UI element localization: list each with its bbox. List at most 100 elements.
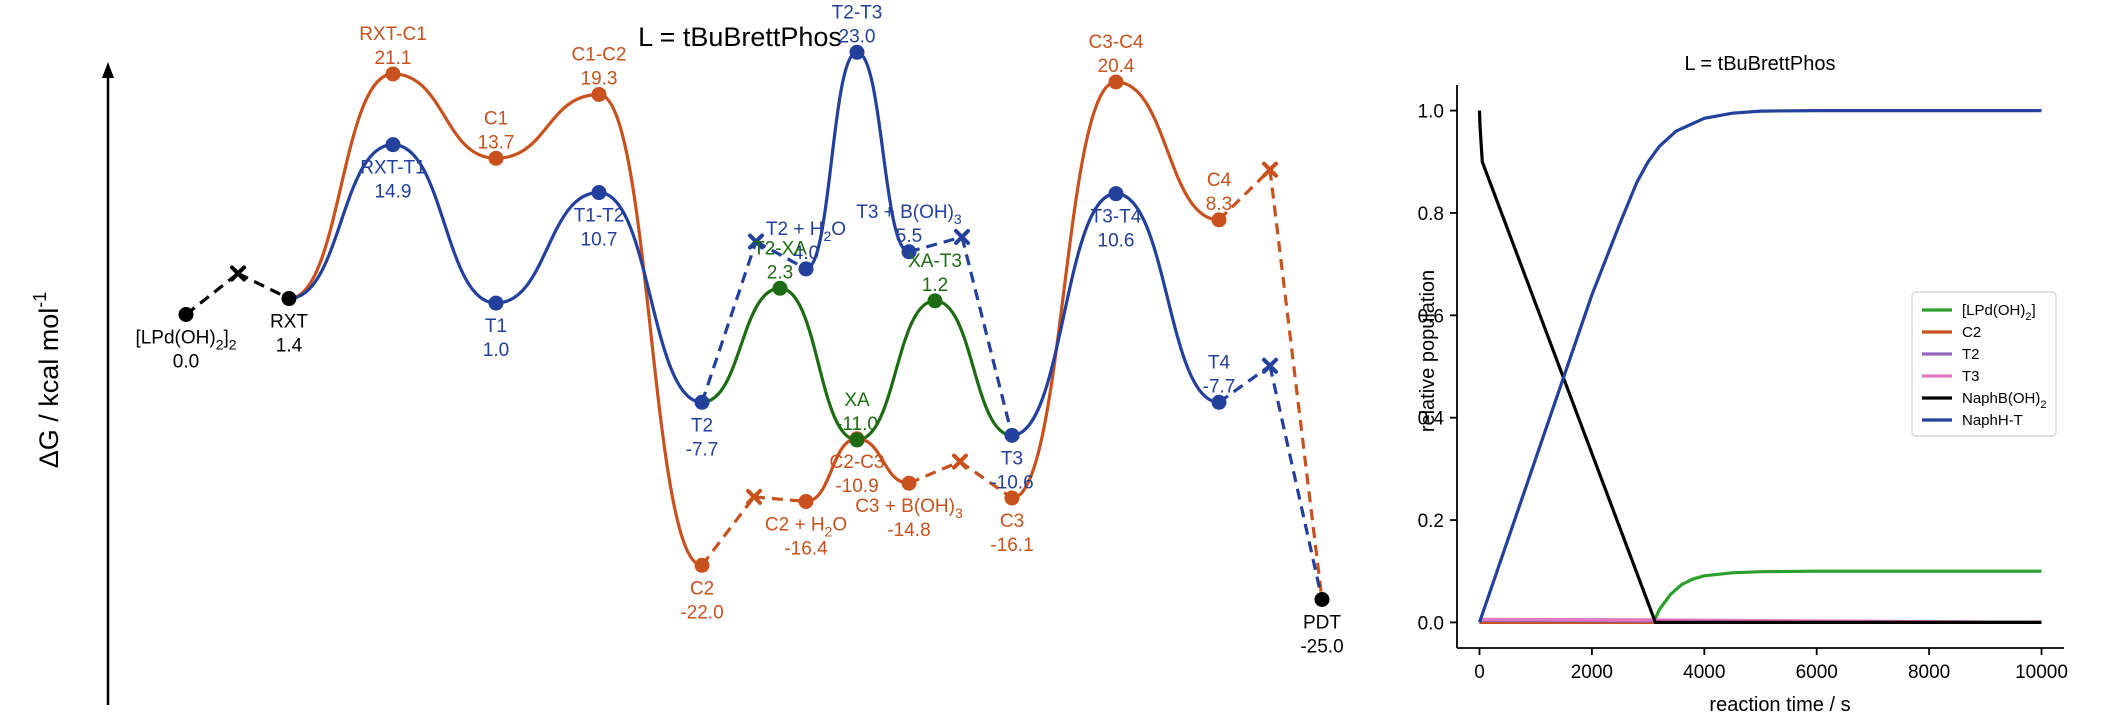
connector-cross-t4 <box>1262 357 1278 374</box>
legend-label: T2 <box>1962 346 1980 363</box>
state-name: T4 <box>1208 352 1231 373</box>
y-tick-label: 1.0 <box>1418 102 1444 123</box>
state-value: 1.4 <box>276 336 303 357</box>
state-label-C3-C4: C3-C4 20.4 <box>1089 32 1144 77</box>
state-name: T2 + H2O <box>766 219 846 244</box>
state-point-T3-T4 <box>1108 186 1124 202</box>
state-point-LPdOH2 <box>178 307 194 322</box>
legend-label: C2 <box>1962 324 1981 341</box>
energy-profile-chart: L = tBuBrettPhos ΔG / kcal mol-1 [LPd(OH… <box>30 2 1344 705</box>
state-name: C2-C3 <box>830 452 885 473</box>
state-name: C3 + B(OH)3 <box>855 496 963 521</box>
state-label-T3: T3 -10.6 <box>990 448 1033 493</box>
state-label-T1: T11.0 <box>483 316 509 361</box>
state-value: -25.0 <box>1300 637 1343 658</box>
state-label-T3BOH3: T3 + B(OH)35.5 <box>856 202 962 247</box>
state-name: XA <box>844 390 870 411</box>
connector-blue-3 <box>908 235 963 254</box>
state-value: -10.6 <box>990 472 1033 493</box>
state-name: XA-T3 <box>908 251 962 272</box>
legend-label: NaphB(OH)2 <box>1962 390 2046 411</box>
state-point-T1 <box>488 295 504 311</box>
legend-label: T3 <box>1962 368 1980 385</box>
state-name: T3-T4 <box>1091 207 1142 228</box>
state-name: RXT <box>270 312 308 333</box>
population-chart: L = tBuBrettPhos 0 2000 4000 6000 8000 10000 … <box>1417 53 2068 716</box>
x-tick-label: 6000 <box>1796 662 1838 683</box>
state-label-T2-XA: T2-XA 2.3 <box>753 238 807 283</box>
state-label-T3-T4: T3-T4 10.6 <box>1091 207 1142 252</box>
legend-entry: [LPd(OH)2] <box>1922 302 2036 323</box>
state-point-C1 <box>488 150 504 166</box>
y-tick-label: 0.6 <box>1418 306 1444 327</box>
state-value: 8.3 <box>1206 194 1232 215</box>
energy-axis-label-text: ΔG / kcal mol <box>34 308 64 469</box>
connector-orange-1 <box>700 495 756 567</box>
state-label-C2H2O: C2 + H2O-16.4 <box>765 514 847 559</box>
legend-entry: T2 <box>1922 346 1980 363</box>
state-name: PDT <box>1303 613 1341 634</box>
state-name: [LPd(OH)2]2 <box>135 328 236 353</box>
profile-labels: [LPd(OH)2]20.0 RXT 1.4 RXT-C1 21.1 C1 13.7 C1-C… <box>135 2 1343 657</box>
state-value: 4.0 <box>793 243 819 264</box>
state-point-RXT <box>281 291 297 307</box>
state-name: C2 + H2O <box>765 514 847 539</box>
state-value: 1.0 <box>483 340 509 361</box>
legend-box <box>1911 291 2057 437</box>
state-value: 20.4 <box>1098 56 1135 77</box>
state-point-T2 <box>694 394 710 410</box>
population-y-label: relative population <box>1417 270 1439 432</box>
state-value: 13.7 <box>478 132 515 153</box>
state-point-C1-C2 <box>591 86 607 102</box>
legend-entry: NaphB(OH)2 <box>1922 390 2046 411</box>
state-value: 0.0 <box>173 352 199 373</box>
state-name: T2 <box>691 415 713 436</box>
state-value: -16.1 <box>990 535 1033 556</box>
state-point-C2 <box>694 557 710 573</box>
legend-label: NaphH-T <box>1962 412 2023 429</box>
state-point-T2-XA <box>772 280 788 296</box>
state-point-T2H2O <box>798 261 814 277</box>
state-label-C3BOH3: C3 + B(OH)3-14.8 <box>855 496 963 541</box>
state-label-T1-T2: T1-T2 10.7 <box>574 206 625 251</box>
state-value: -7.7 <box>1203 376 1236 397</box>
energy-profile-title: L = tBuBrettPhos <box>638 22 842 52</box>
population-x-ticks: 0 2000 4000 6000 8000 10000 <box>1474 648 2068 683</box>
connector-black-1 <box>185 272 239 316</box>
connector-blue-6 <box>1268 365 1324 600</box>
state-value: 2.3 <box>767 262 793 283</box>
state-name: T2-XA <box>753 238 807 259</box>
state-value: 14.9 <box>375 182 412 203</box>
state-label-T4: T4 -7.7 <box>1203 352 1236 397</box>
state-point-XA-T3 <box>927 293 943 309</box>
connector-blue-1 <box>700 241 758 403</box>
state-point-RXT-C1 <box>385 66 401 82</box>
y-tick-label: 0.2 <box>1418 511 1444 532</box>
state-name: T1 <box>485 316 507 337</box>
state-value: 5.5 <box>896 226 922 247</box>
state-value: -16.4 <box>784 538 828 559</box>
series-line-0 <box>1479 569 2042 624</box>
state-value: 10.6 <box>1098 231 1135 252</box>
connector-blue-4 <box>960 236 1014 436</box>
profile-points <box>178 44 1330 607</box>
state-point-T2-T3 <box>849 44 865 60</box>
connector-orange-3 <box>908 460 961 485</box>
connector-cross-c4 <box>1262 161 1278 178</box>
connector-orange-5 <box>1217 168 1272 222</box>
x-tick-label: 10000 <box>2015 662 2068 683</box>
state-name: T3 <box>1001 448 1023 469</box>
population-title: L = tBuBrettPhos <box>1684 53 1835 75</box>
state-point-T4 <box>1211 394 1227 410</box>
state-name: C1 <box>484 108 508 129</box>
energy-axis-label-sup: -1 <box>30 292 50 308</box>
state-value: 1.2 <box>922 275 948 296</box>
state-point-C3-C4 <box>1108 74 1124 90</box>
state-value: 23.0 <box>839 26 876 47</box>
state-label-C1-C2: C1-C2 19.3 <box>572 44 627 89</box>
state-point-C3BOH3 <box>901 475 917 491</box>
state-name: T2-T3 <box>832 2 883 23</box>
state-label-XA: XA -11.0 <box>836 390 878 435</box>
